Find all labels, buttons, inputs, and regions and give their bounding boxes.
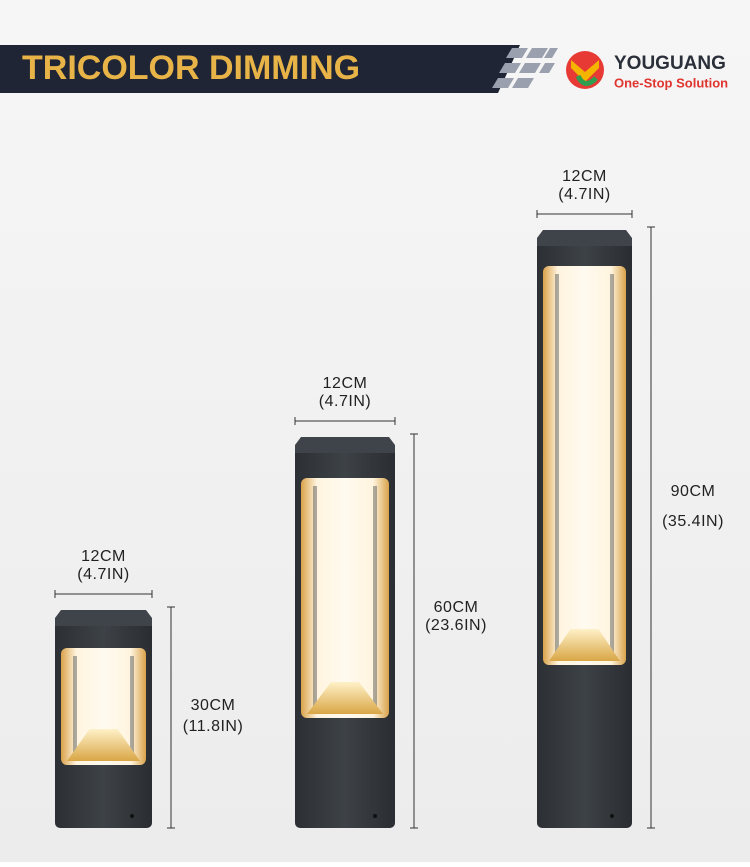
- width-cm-label: 12CM: [81, 548, 126, 565]
- lamp-screw: [373, 814, 377, 818]
- lamp-base-light: [307, 682, 383, 714]
- lamp-base-light: [67, 729, 140, 761]
- height-in-label: (11.8IN): [183, 718, 244, 735]
- lamp-cap: [55, 610, 152, 626]
- lamp-bar: [130, 656, 134, 757]
- lamp-bar: [373, 486, 377, 710]
- lamp-bar: [73, 656, 77, 757]
- lamp-cap: [537, 230, 632, 246]
- lamp-window: [543, 266, 626, 665]
- lamp-bar: [555, 274, 559, 657]
- header-stripes: [492, 48, 558, 88]
- brand-name: YOUGUANG: [614, 53, 726, 74]
- height-cm-label: 30CM: [191, 697, 236, 714]
- header-title: TRICOLOR DIMMING: [22, 49, 360, 87]
- lamp-screw: [130, 814, 134, 818]
- lamp-screw: [610, 814, 614, 818]
- brand-logo: [566, 51, 604, 89]
- width-cm-label: 12CM: [323, 375, 368, 392]
- height-in-label: (23.6IN): [425, 617, 487, 634]
- width-in-label: (4.7IN): [77, 566, 129, 583]
- height-in-label: (35.4IN): [662, 513, 724, 530]
- width-in-label: (4.7IN): [319, 393, 371, 410]
- lamp-cap: [295, 437, 395, 453]
- width-in-label: (4.7IN): [558, 186, 610, 203]
- lamp-bar: [313, 486, 317, 710]
- lamp-bar: [610, 274, 614, 657]
- lamp-base-light: [549, 629, 620, 661]
- height-cm-label: 60CM: [434, 599, 479, 616]
- brand-tagline: One-Stop Solution: [614, 75, 728, 90]
- height-cm-label: 90CM: [671, 483, 716, 500]
- width-cm-label: 12CM: [562, 168, 607, 185]
- lamp-window: [301, 478, 389, 718]
- header-bar: [0, 45, 520, 93]
- lamp-window: [61, 648, 146, 765]
